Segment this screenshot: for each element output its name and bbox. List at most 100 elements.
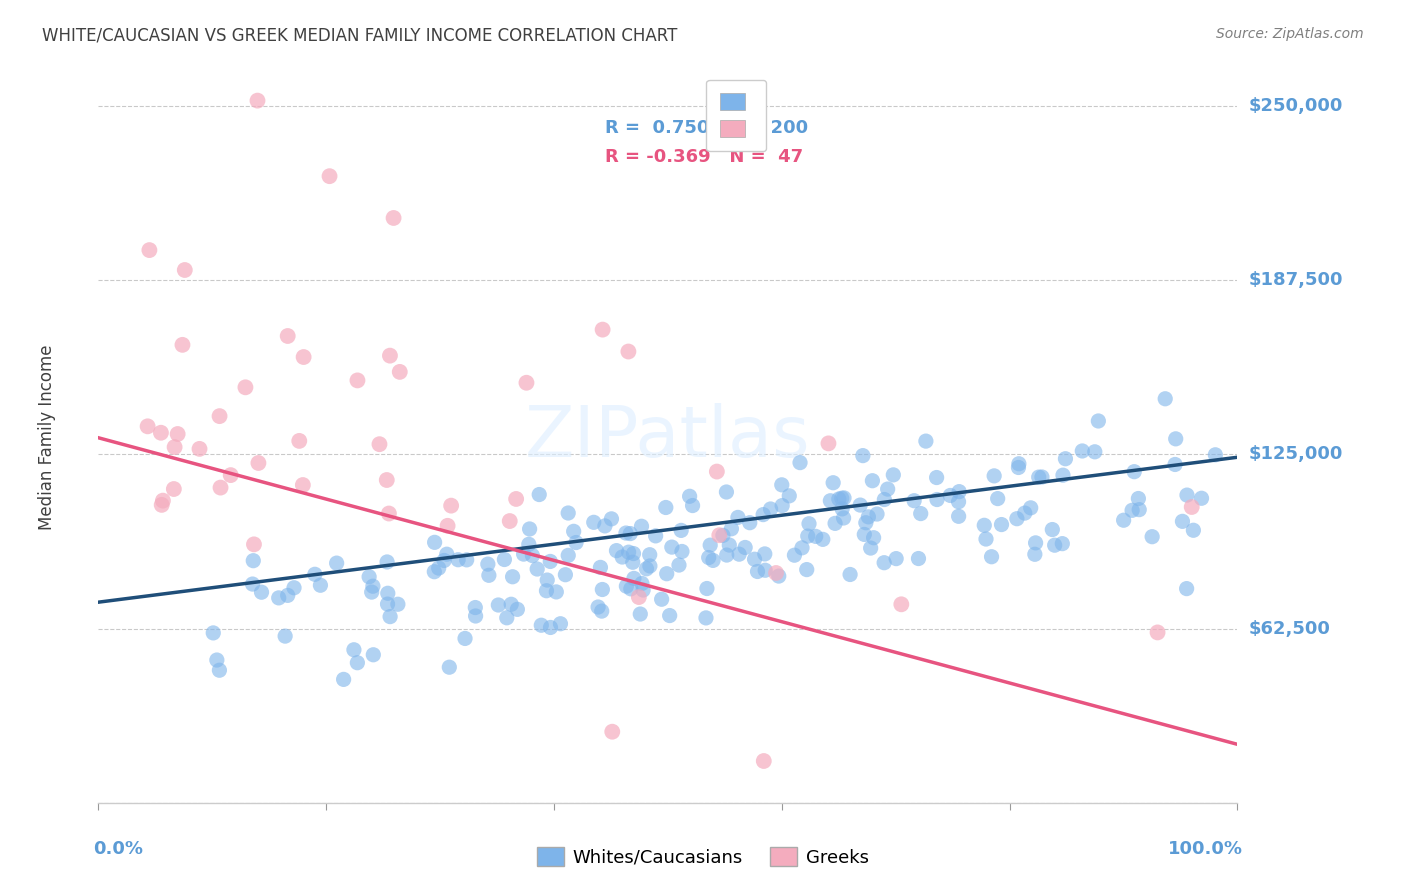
Point <box>494 552 516 566</box>
Point <box>378 349 401 363</box>
Point <box>1084 445 1107 459</box>
Point <box>318 169 340 184</box>
Point <box>711 528 734 542</box>
Point <box>202 626 225 640</box>
Point <box>505 491 527 506</box>
Point <box>832 511 855 525</box>
Point <box>655 500 678 515</box>
Point <box>697 550 720 565</box>
Point <box>636 562 658 576</box>
Point <box>600 724 623 739</box>
Point <box>770 478 793 492</box>
Point <box>346 373 368 387</box>
Point <box>209 481 232 495</box>
Point <box>486 598 509 612</box>
Point <box>655 566 678 581</box>
Point <box>797 516 820 531</box>
Point <box>163 482 186 496</box>
Point <box>903 493 925 508</box>
Point <box>744 552 766 566</box>
Point <box>1181 500 1204 514</box>
Point <box>823 475 845 490</box>
Point <box>987 491 1010 506</box>
Point <box>948 484 970 499</box>
Text: R =  0.750   N = 200: R = 0.750 N = 200 <box>605 119 808 136</box>
Point <box>915 434 938 449</box>
Point <box>454 632 477 646</box>
Point <box>378 507 401 521</box>
Point <box>770 499 793 513</box>
Point <box>718 538 741 552</box>
Point <box>283 581 305 595</box>
Point <box>387 597 409 611</box>
Point <box>382 211 405 225</box>
Point <box>849 498 872 512</box>
Point <box>423 565 446 579</box>
Point <box>219 468 242 483</box>
Point <box>166 427 188 442</box>
Point <box>1182 523 1205 537</box>
Point <box>478 568 501 582</box>
Point <box>612 549 634 564</box>
Point <box>948 494 970 508</box>
Point <box>427 561 450 575</box>
Point <box>727 510 749 524</box>
Point <box>149 425 172 440</box>
Point <box>1171 514 1194 528</box>
Point <box>617 545 640 559</box>
Point <box>678 489 700 503</box>
Point <box>759 502 782 516</box>
Point <box>671 544 693 558</box>
Point <box>1008 457 1031 471</box>
Point <box>519 522 541 536</box>
Point <box>1019 500 1042 515</box>
Point <box>501 597 523 611</box>
Point <box>447 552 470 566</box>
Point <box>1164 432 1187 446</box>
Point <box>172 338 194 352</box>
Point <box>1031 470 1053 484</box>
Point <box>522 549 544 563</box>
Text: ZIPatlas: ZIPatlas <box>524 402 811 472</box>
Point <box>1175 582 1198 596</box>
Point <box>368 437 391 451</box>
Point <box>423 535 446 549</box>
Point <box>593 519 616 533</box>
Point <box>980 549 1002 564</box>
Point <box>550 616 572 631</box>
Point <box>859 541 882 555</box>
Point <box>853 527 876 541</box>
Point <box>526 562 548 576</box>
Point <box>586 600 609 615</box>
Point <box>797 529 820 543</box>
Point <box>150 498 173 512</box>
Text: $250,000: $250,000 <box>1249 97 1343 115</box>
Point <box>706 465 728 479</box>
Point <box>540 620 562 634</box>
Point <box>831 491 853 506</box>
Text: WHITE/CAUCASIAN VS GREEK MEDIAN FAMILY INCOME CORRELATION CHART: WHITE/CAUCASIAN VS GREEK MEDIAN FAMILY I… <box>42 27 678 45</box>
Point <box>752 508 775 522</box>
Point <box>152 493 174 508</box>
Point <box>1154 392 1177 406</box>
Point <box>343 642 366 657</box>
Point <box>1043 538 1066 552</box>
Point <box>644 529 666 543</box>
Point <box>939 488 962 502</box>
Point <box>790 541 813 555</box>
Point <box>205 653 228 667</box>
Point <box>1146 625 1168 640</box>
Point <box>983 468 1005 483</box>
Point <box>378 609 401 624</box>
Point <box>720 522 742 536</box>
Point <box>250 585 273 599</box>
Point <box>623 547 645 561</box>
Point <box>796 563 818 577</box>
Point <box>557 549 579 563</box>
Point <box>1191 491 1213 506</box>
Point <box>375 555 398 569</box>
Point <box>1025 536 1047 550</box>
Point <box>709 528 731 542</box>
Point <box>1024 547 1046 561</box>
Point <box>716 485 738 500</box>
